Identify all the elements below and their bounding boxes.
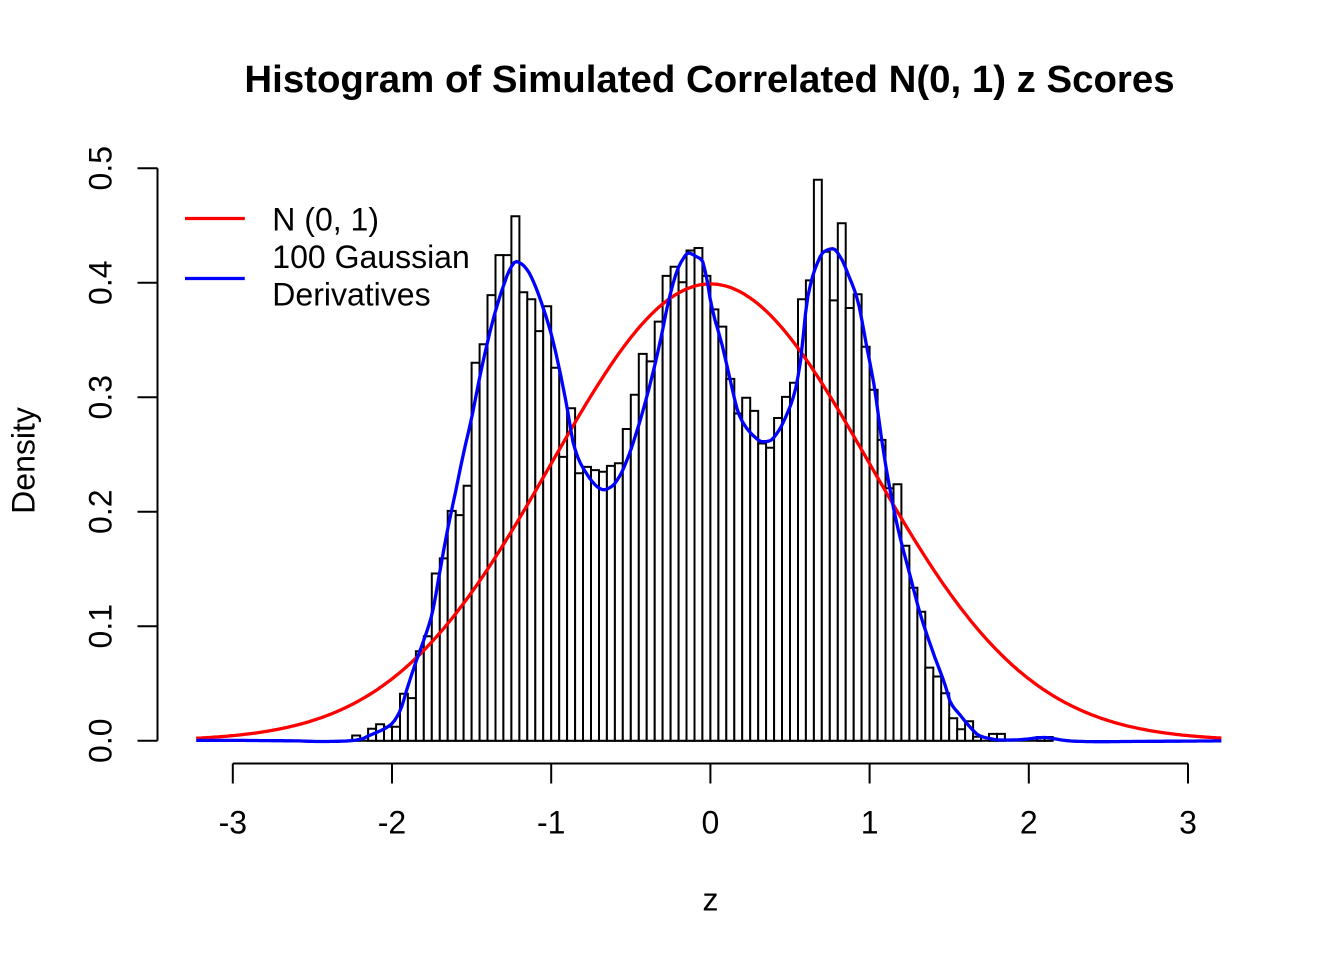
svg-text:0.1: 0.1 — [83, 604, 119, 648]
svg-text:Density: Density — [6, 407, 42, 514]
svg-text:z: z — [703, 882, 719, 918]
svg-text:0.5: 0.5 — [83, 146, 119, 190]
svg-text:0.0: 0.0 — [83, 718, 119, 762]
svg-text:N (0, 1): N (0, 1) — [272, 202, 379, 238]
svg-text:Derivatives: Derivatives — [272, 277, 430, 313]
svg-text:2: 2 — [1020, 805, 1038, 841]
svg-text:-2: -2 — [378, 805, 406, 841]
svg-text:0.4: 0.4 — [83, 260, 119, 304]
svg-text:-3: -3 — [219, 805, 247, 841]
svg-text:0.2: 0.2 — [83, 489, 119, 533]
svg-text:0.3: 0.3 — [83, 375, 119, 419]
svg-text:3: 3 — [1179, 805, 1197, 841]
svg-text:-1: -1 — [537, 805, 565, 841]
svg-text:0: 0 — [702, 805, 720, 841]
svg-text:Histogram of Simulated Correla: Histogram of Simulated Correlated N(0, 1… — [244, 58, 1174, 101]
svg-text:1: 1 — [861, 805, 879, 841]
svg-text:100 Gaussian: 100 Gaussian — [272, 239, 469, 275]
